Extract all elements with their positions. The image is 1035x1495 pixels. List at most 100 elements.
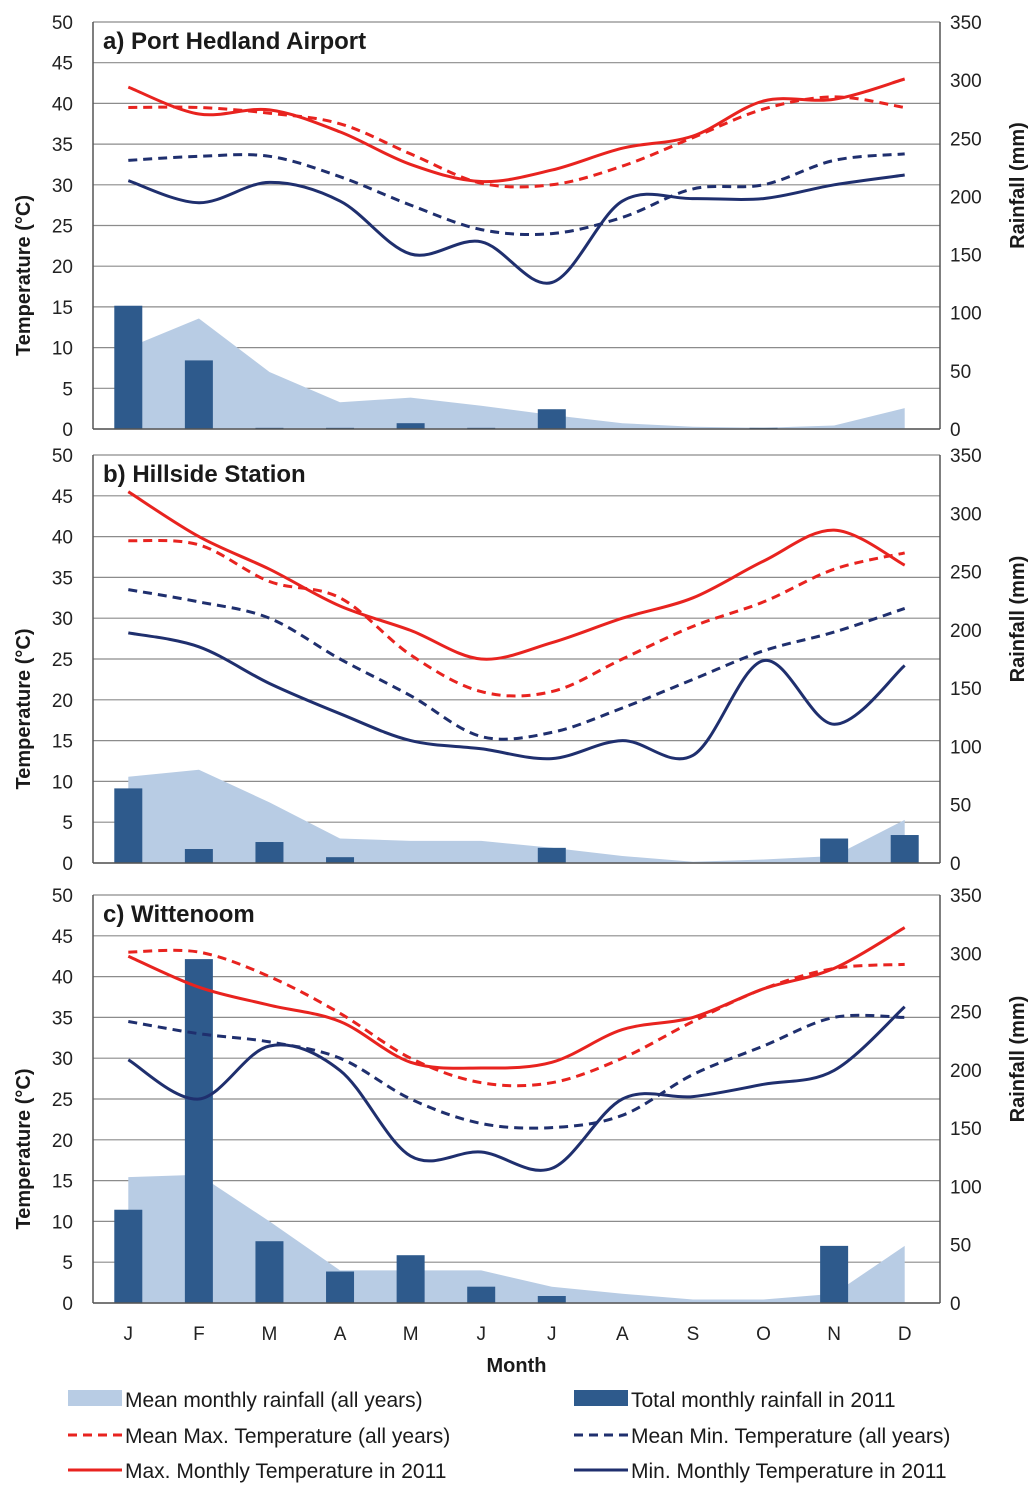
y-tick-label: 30 bbox=[52, 609, 73, 630]
y2-tick-label: 350 bbox=[950, 13, 982, 34]
legend-label: Min. Monthly Temperature in 2011 bbox=[631, 1460, 947, 1483]
rainfall-bar-2011 bbox=[114, 788, 143, 863]
mean-rainfall-area bbox=[128, 318, 905, 429]
rainfall-bar-2011 bbox=[537, 409, 566, 429]
y-tick-label: 35 bbox=[52, 568, 73, 589]
y-tick-label: 10 bbox=[52, 772, 73, 793]
y-tick-label: 40 bbox=[52, 968, 73, 989]
y2-tick-label: 150 bbox=[950, 679, 982, 700]
y-tick-label: 30 bbox=[52, 1049, 73, 1070]
panel-1: 0 5 10 15 20 25 30 35 40 45 50 0 50 100 150 200 250 300 35… bbox=[13, 13, 1029, 441]
x-tick-label: O bbox=[756, 1324, 771, 1345]
panel-3: 0 5 10 15 20 25 30 35 40 45 50 0 50 100 150 200 250 300 35… bbox=[13, 886, 1029, 1315]
y2-tick-label: 100 bbox=[950, 737, 982, 758]
rainfall-bar-2011 bbox=[114, 1209, 143, 1303]
y2-tick-label: 200 bbox=[950, 187, 982, 208]
rainfall-bar-2011 bbox=[326, 857, 355, 863]
y2-tick-label: 50 bbox=[950, 796, 971, 817]
y-tick-label: 0 bbox=[62, 1294, 73, 1315]
panel-2: 0 5 10 15 20 25 30 35 40 45 50 0 50 100 150 200 250 300 35… bbox=[13, 446, 1029, 875]
y2-tick-label: 300 bbox=[950, 944, 982, 965]
y2-tick-label: 150 bbox=[950, 1119, 982, 1140]
rainfall-bar-2011 bbox=[114, 305, 143, 429]
y-tick-label: 50 bbox=[52, 446, 73, 467]
mean-max-temp-line bbox=[128, 538, 906, 698]
y-tick-label: 45 bbox=[52, 54, 73, 75]
rainfall-bar-2011 bbox=[326, 1271, 355, 1303]
y-tick-label: 5 bbox=[62, 1253, 73, 1274]
mean-max-temp-line bbox=[128, 948, 905, 1088]
x-tick-label: N bbox=[827, 1324, 841, 1345]
rainfall-bar-2011 bbox=[820, 838, 849, 863]
y2-tick-label: 250 bbox=[950, 563, 982, 584]
y-tick-label: 10 bbox=[52, 1212, 73, 1233]
y2-axis-title: Rainfall (mm) bbox=[1007, 122, 1029, 249]
y-tick-label: 0 bbox=[62, 854, 73, 875]
rainfall-bar-2011 bbox=[396, 423, 425, 429]
mean-min-temp-line bbox=[128, 152, 905, 237]
x-tick-label: A bbox=[616, 1324, 629, 1345]
y-tick-label: 20 bbox=[52, 257, 73, 278]
y-tick-label: 30 bbox=[52, 176, 73, 197]
rainfall-bar-2011 bbox=[890, 835, 919, 863]
legend-swatch-bar bbox=[574, 1390, 628, 1406]
x-tick-label: J bbox=[476, 1324, 486, 1345]
y-tick-label: 15 bbox=[52, 732, 73, 753]
min-temp-2011-line bbox=[128, 631, 906, 761]
mean-rainfall-area bbox=[128, 1174, 905, 1303]
rainfall-bar-2011 bbox=[396, 1255, 425, 1303]
y2-tick-label: 0 bbox=[950, 1294, 961, 1315]
y2-tick-label: 0 bbox=[950, 420, 961, 441]
panel-title: c) Wittenoom bbox=[103, 901, 255, 928]
legend-label: Mean Max. Temperature (all years) bbox=[125, 1425, 450, 1448]
mean-min-temp-line bbox=[128, 1013, 905, 1130]
y2-tick-label: 250 bbox=[950, 129, 982, 150]
x-tick-label: J bbox=[547, 1324, 557, 1345]
y2-tick-label: 250 bbox=[950, 1003, 982, 1024]
max-temp-2011-line bbox=[127, 926, 906, 1070]
y-tick-label: 25 bbox=[52, 650, 73, 671]
y2-tick-label: 200 bbox=[950, 621, 982, 642]
y2-tick-label: 200 bbox=[950, 1061, 982, 1082]
y-tick-label: 40 bbox=[52, 94, 73, 115]
rainfall-bar-2011 bbox=[537, 1296, 566, 1303]
max-temp-2011-line bbox=[127, 77, 906, 184]
y-tick-label: 45 bbox=[52, 487, 73, 508]
y-tick-label: 50 bbox=[52, 13, 73, 34]
panel-title: a) Port Hedland Airport bbox=[103, 28, 366, 55]
x-tick-label: M bbox=[262, 1324, 278, 1345]
y2-axis-title: Rainfall (mm) bbox=[1007, 556, 1029, 683]
x-tick-label: D bbox=[898, 1324, 912, 1345]
rainfall-bar-2011 bbox=[820, 1245, 849, 1303]
y2-tick-label: 350 bbox=[950, 446, 982, 467]
y2-tick-label: 100 bbox=[950, 304, 982, 325]
y-axis-title: Temperature (°C) bbox=[13, 195, 35, 356]
legend-swatch-area bbox=[68, 1390, 122, 1406]
y2-axis-title: Rainfall (mm) bbox=[1007, 996, 1029, 1123]
legend-label: Total monthly rainfall in 2011 bbox=[631, 1389, 896, 1412]
y-axis-title: Temperature (°C) bbox=[13, 629, 35, 790]
rainfall-bar-2011 bbox=[255, 842, 284, 863]
x-tick-label: S bbox=[687, 1324, 700, 1345]
y-tick-label: 50 bbox=[52, 886, 73, 907]
max-temp-2011-line bbox=[127, 490, 906, 661]
x-tick-label: A bbox=[334, 1324, 347, 1345]
y-tick-label: 5 bbox=[62, 379, 73, 400]
y-tick-label: 20 bbox=[52, 1131, 73, 1152]
y-tick-label: 35 bbox=[52, 1008, 73, 1029]
legend: Mean monthly rainfall (all years) Total m… bbox=[68, 1389, 950, 1483]
y-tick-label: 15 bbox=[52, 1172, 73, 1193]
y2-tick-label: 100 bbox=[950, 1177, 982, 1198]
x-axis-title: Month bbox=[487, 1355, 547, 1377]
y2-tick-label: 300 bbox=[950, 71, 982, 92]
y-tick-label: 15 bbox=[52, 298, 73, 319]
mean-rainfall-area bbox=[128, 769, 905, 863]
y-tick-label: 25 bbox=[52, 1090, 73, 1111]
y2-tick-label: 0 bbox=[950, 854, 961, 875]
legend-label: Mean monthly rainfall (all years) bbox=[125, 1389, 423, 1412]
legend-label: Max. Monthly Temperature in 2011 bbox=[125, 1460, 446, 1483]
x-tick-label: F bbox=[193, 1324, 205, 1345]
y-tick-label: 25 bbox=[52, 217, 73, 238]
